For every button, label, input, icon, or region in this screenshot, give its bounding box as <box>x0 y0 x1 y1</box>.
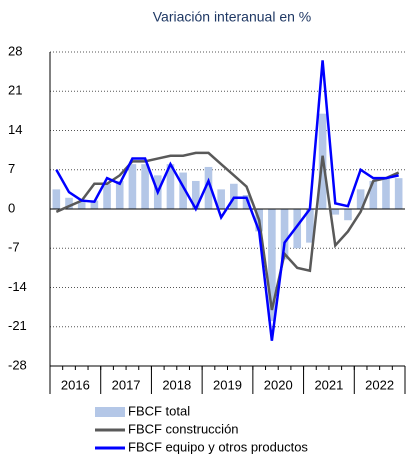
y-tick-label: 14 <box>8 122 22 137</box>
y-tick-label: 21 <box>8 83 22 98</box>
bar <box>204 166 213 209</box>
bar <box>242 194 251 209</box>
legend-label: FBCF construcción <box>128 421 239 436</box>
legend-label: FBCF equipo y otros productos <box>128 439 308 454</box>
bar <box>128 164 137 209</box>
y-tick-label: -7 <box>8 240 20 255</box>
y-tick-label: 0 <box>8 200 15 215</box>
bar <box>293 209 302 249</box>
x-group-label: 2018 <box>162 377 191 392</box>
y-tick-label: -14 <box>8 279 27 294</box>
bar <box>356 189 365 209</box>
bar <box>192 180 200 209</box>
line <box>55 60 399 341</box>
bar <box>394 178 403 209</box>
y-tick-label: -28 <box>8 357 27 372</box>
x-group-label: 2016 <box>61 377 90 392</box>
y-tick-label: -21 <box>8 318 27 333</box>
bar <box>52 189 61 209</box>
x-group-label: 2020 <box>264 377 293 392</box>
bar <box>166 164 175 209</box>
bar <box>217 189 225 209</box>
bar <box>344 209 352 221</box>
bar <box>103 183 111 209</box>
x-group-label: 2021 <box>314 377 343 392</box>
y-tick-label: 7 <box>8 161 15 176</box>
bar <box>115 180 124 209</box>
x-group-label: 2019 <box>213 377 242 392</box>
chart-title: Variación interanual en % <box>153 9 312 25</box>
line <box>55 151 400 311</box>
bar <box>268 209 276 322</box>
bar <box>331 209 340 215</box>
bar <box>90 200 99 209</box>
bar <box>141 164 149 209</box>
bar <box>382 178 390 209</box>
legend-label: FBCF total <box>128 403 190 418</box>
bar <box>280 209 289 260</box>
x-group-label: 2017 <box>112 377 141 392</box>
bar <box>306 209 314 243</box>
y-tick-label: 28 <box>8 43 22 58</box>
x-group-label: 2022 <box>365 377 394 392</box>
bar <box>179 172 187 209</box>
bar <box>65 197 73 209</box>
bar <box>369 180 378 209</box>
bar <box>77 200 86 209</box>
bar <box>230 183 238 209</box>
legend-swatch <box>95 407 125 417</box>
